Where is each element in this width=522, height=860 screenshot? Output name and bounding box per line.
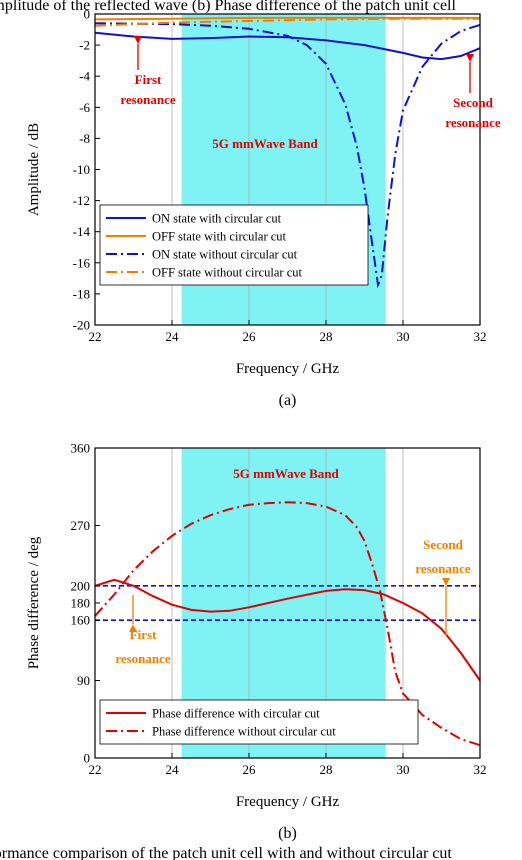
annotation-arrowhead-b-2 [442, 578, 450, 586]
series-line-a-1 [94, 31, 481, 61]
annotation-text-b-1: First [130, 627, 157, 642]
legend-label-b-1: Phase difference with circular cut [152, 707, 320, 721]
annotation-text-b-2: resonance [415, 561, 471, 576]
y-tick-label-a: -6 [79, 100, 90, 115]
legend-label-b-2: Phase difference without circular cut [152, 725, 336, 739]
chart-panel-a: 5G mmWave Band 22 24 26 28 30 32 0 -2 -4 -6 -8 -10 -1… [26, 7, 501, 410]
series-line-b-2 [94, 501, 481, 747]
annotation-text-a-2: Second [453, 95, 494, 110]
band-label-b: 5G mmWave Band [233, 466, 339, 481]
x-tick-label-b: 26 [243, 762, 257, 777]
y-tick-label-a: -12 [73, 193, 90, 208]
annotation-text-b-2: Second [423, 537, 464, 552]
y-tick-label-b: 90 [77, 673, 90, 688]
x-tick-label-a: 22 [89, 329, 102, 344]
x-axis-label-b: Frequency / GHz [236, 794, 340, 810]
y-tick-label-a: -18 [73, 286, 90, 301]
y-tick-label-b: 0 [84, 751, 91, 766]
panel-label-b: (b) [278, 825, 297, 842]
x-tick-label-b: 32 [474, 762, 487, 777]
legend-label-a-1: ON state with circular cut [152, 212, 282, 226]
y-tick-label-b: 200 [71, 578, 91, 593]
y-tick-label-a: -14 [73, 224, 91, 239]
x-tick-label-b: 28 [320, 762, 333, 777]
annotation-text-b-1: resonance [115, 651, 171, 666]
annotation-text-a-1: First [135, 72, 162, 87]
annotation-arrowhead-a-2 [466, 54, 474, 62]
chart-panel-b: 5G mmWave Band 22 24 26 28 30 32 0 90 160 180 200 27… [26, 441, 487, 843]
x-tick-label-a: 28 [320, 329, 333, 344]
x-tick-label-b: 24 [166, 762, 180, 777]
series-line-a-4 [94, 17, 480, 27]
y-tick-label-a: -20 [73, 318, 90, 333]
bottom-caption: erformance comparison of the patch unit … [0, 845, 452, 860]
y-tick-label-a: 0 [84, 7, 91, 22]
x-tick-label-a: 32 [474, 329, 487, 344]
annotation-text-a-1: resonance [120, 92, 176, 107]
x-tick-label-b: 30 [397, 762, 410, 777]
annotation-text-a-2: resonance [445, 115, 501, 130]
y-tick-label-a: -4 [79, 69, 90, 84]
legend-label-a-3: ON state without circular cut [152, 248, 298, 262]
legend-box-b [99, 699, 419, 745]
y-tick-label-a: -16 [73, 255, 91, 270]
x-axis-label-a: Frequency / GHz [236, 361, 340, 377]
y-tick-label-b: 360 [71, 441, 91, 456]
x-tick-label-a: 30 [397, 329, 410, 344]
top-caption: (a) Amplitude of the reflected wave (b) … [0, 0, 456, 14]
y-axis-label-a: Amplitude / dB [26, 123, 42, 216]
legend-label-a-2: OFF state with circular cut [152, 230, 287, 244]
y-axis-label-b: Phase difference / deg [26, 536, 42, 669]
y-tick-label-b: 270 [71, 518, 91, 533]
x-tick-label-a: 26 [243, 329, 257, 344]
band-label-a: 5G mmWave Band [212, 136, 318, 151]
panel-label-a: (a) [279, 392, 297, 409]
annotation-arrowhead-b-1 [129, 624, 137, 632]
y-tick-label-a: -2 [79, 38, 90, 53]
y-tick-label-b: 160 [71, 613, 91, 628]
series-line-b-1 [94, 578, 481, 682]
y-tick-label-b: 180 [71, 596, 91, 611]
legend-label-a-4: OFF state without circular cut [152, 266, 302, 280]
annotation-arrowhead-a-1 [134, 36, 142, 44]
x-tick-label-a: 24 [166, 329, 180, 344]
y-tick-label-a: -8 [79, 131, 90, 146]
y-tick-label-a: -10 [73, 162, 90, 177]
x-tick-label-b: 22 [89, 762, 102, 777]
